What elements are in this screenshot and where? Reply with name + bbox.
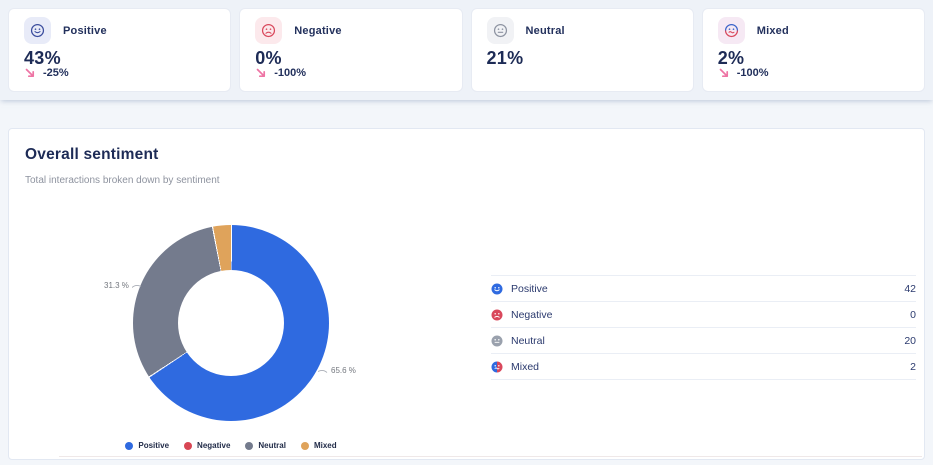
kpi-label: Positive bbox=[63, 24, 107, 37]
table-row-negative: Negative 0 bbox=[491, 302, 916, 328]
legend-label: Positive bbox=[138, 441, 170, 450]
kpi-change-value: -100% bbox=[736, 67, 769, 79]
panel-title: Overall sentiment bbox=[25, 146, 159, 163]
overall-sentiment-panel: Overall sentiment Total interactions bro… bbox=[8, 128, 925, 460]
row-label: Mixed bbox=[511, 360, 540, 373]
trend-down-arrow-icon bbox=[719, 68, 728, 78]
legend-item-positive[interactable]: Positive bbox=[125, 441, 169, 450]
kpi-label: Mixed bbox=[756, 24, 789, 37]
kpi-value: 0% bbox=[255, 48, 282, 68]
kpi-card-positive[interactable]: Positive 43% -25% bbox=[8, 8, 232, 92]
kpi-card-neutral[interactable]: Neutral 21% bbox=[470, 8, 694, 92]
legend-item-negative[interactable]: Negative bbox=[184, 441, 230, 450]
legend-label: Neutral bbox=[258, 441, 286, 450]
kpi-change: -100% bbox=[718, 67, 769, 79]
divider bbox=[59, 456, 922, 457]
kpi-card-header: Neutral bbox=[486, 17, 678, 44]
kpi-label: Neutral bbox=[525, 24, 565, 37]
row-label: Negative bbox=[511, 308, 553, 321]
kpi-card-mixed[interactable]: Mixed 2% -100% bbox=[701, 8, 925, 92]
trend-down-arrow-icon bbox=[25, 68, 35, 78]
row-value: 0 bbox=[910, 308, 916, 321]
positive-face-icon bbox=[24, 17, 51, 44]
row-label: Neutral bbox=[511, 334, 545, 347]
kpi-card-header: Mixed bbox=[717, 17, 909, 44]
kpi-value: 21% bbox=[486, 48, 524, 68]
legend-dot bbox=[184, 441, 193, 450]
negative-face-icon bbox=[255, 17, 283, 44]
neutral-face-icon bbox=[491, 335, 503, 346]
chart-legend: Positive Negative Neutral Mixed bbox=[29, 441, 433, 450]
kpi-change-value: -100% bbox=[274, 67, 307, 79]
label-tick bbox=[318, 369, 328, 373]
legend-dot bbox=[245, 441, 254, 450]
legend-item-mixed[interactable]: Mixed bbox=[300, 441, 337, 450]
legend-label: Negative bbox=[197, 441, 231, 450]
legend-label: Mixed bbox=[313, 441, 337, 450]
row-value: 2 bbox=[910, 360, 916, 373]
mixed-face-icon bbox=[717, 17, 745, 44]
kpi-change: -100% bbox=[255, 67, 306, 79]
slice-label-neutral: 31.3 % bbox=[104, 281, 142, 290]
kpi-label: Negative bbox=[294, 24, 342, 37]
trend-down-arrow-icon bbox=[256, 68, 266, 78]
slice-label-positive: 65.6 % bbox=[318, 366, 356, 375]
row-value: 42 bbox=[904, 282, 916, 295]
sentiment-table: Positive 42 Negative 0 Neutral 20 Mixed 2 bbox=[491, 275, 916, 380]
label-tick bbox=[131, 284, 142, 288]
legend-item-neutral[interactable]: Neutral bbox=[245, 441, 286, 450]
donut-chart[interactable] bbox=[133, 225, 329, 421]
table-row-mixed: Mixed 2 bbox=[491, 354, 916, 380]
positive-face-icon bbox=[491, 283, 503, 294]
kpi-change-value: -25% bbox=[43, 67, 69, 79]
kpi-card-header: Positive bbox=[24, 17, 215, 44]
legend-dot bbox=[125, 441, 134, 450]
kpi-card-header: Negative bbox=[255, 17, 446, 44]
kpi-value: 43% bbox=[24, 48, 61, 68]
kpi-bar: Positive 43% -25% Negative 0% -100% Neut… bbox=[0, 0, 933, 100]
neutral-face-icon bbox=[486, 17, 514, 44]
mixed-face-icon bbox=[491, 361, 503, 372]
panel-subtitle: Total interactions broken down by sentim… bbox=[25, 175, 220, 186]
legend-dot bbox=[300, 441, 309, 450]
kpi-change: -25% bbox=[24, 67, 69, 79]
row-label: Positive bbox=[511, 282, 548, 295]
kpi-card-negative[interactable]: Negative 0% -100% bbox=[239, 8, 463, 92]
row-value: 20 bbox=[904, 334, 916, 347]
donut-hole bbox=[178, 270, 284, 376]
negative-face-icon bbox=[491, 309, 503, 320]
table-row-positive: Positive 42 bbox=[491, 275, 916, 302]
table-row-neutral: Neutral 20 bbox=[491, 328, 916, 354]
kpi-value: 2% bbox=[717, 48, 745, 68]
